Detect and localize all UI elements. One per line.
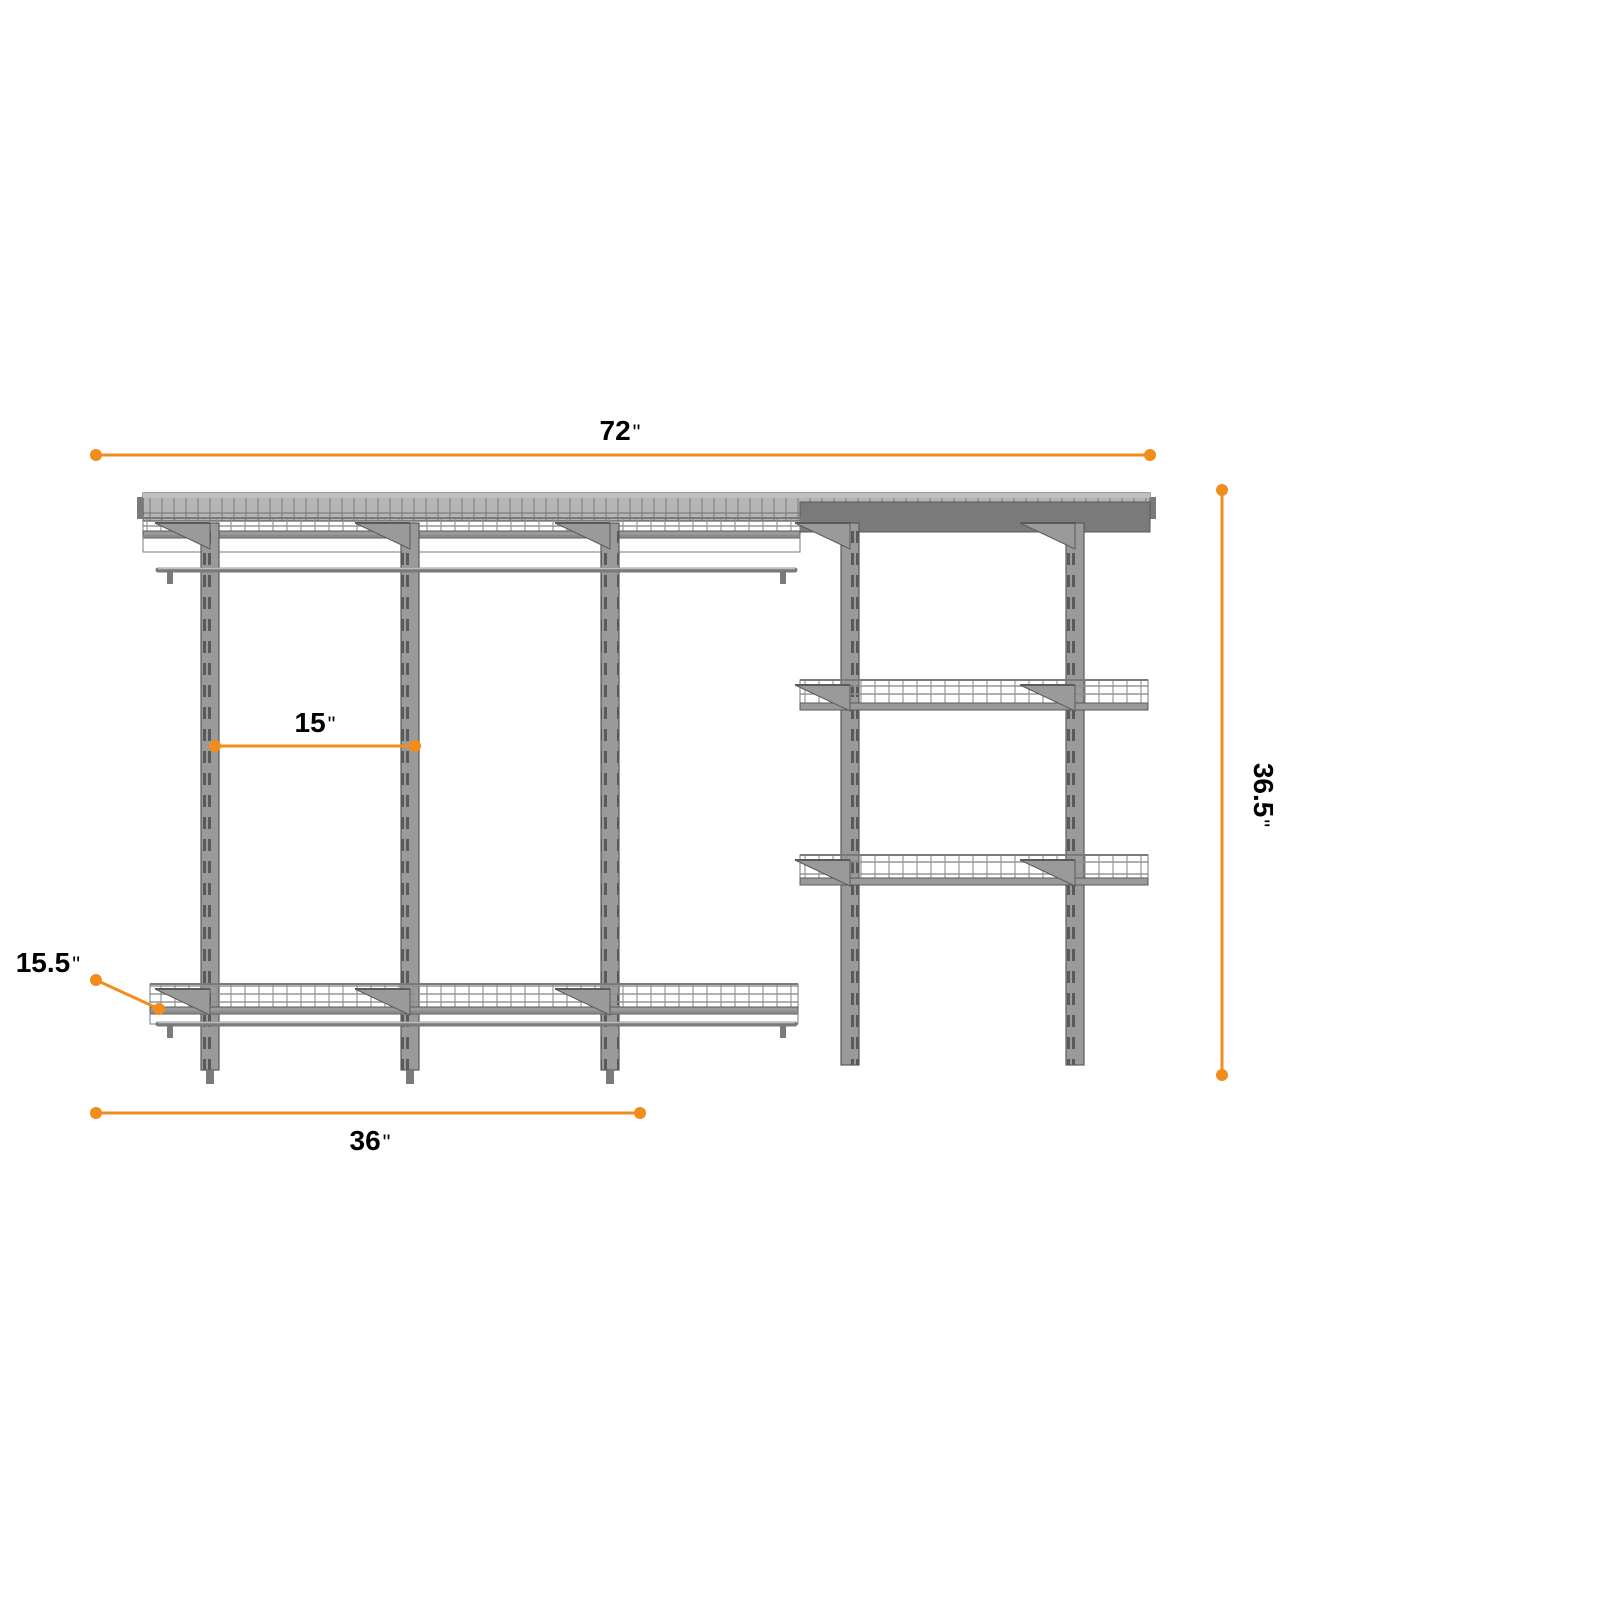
dim-bay-spacing: 15" (295, 707, 336, 738)
dim-left-section-width: 36" (350, 1125, 391, 1156)
dim-overall-width: 72" (600, 415, 641, 446)
dim-overall-height-unit: " (1249, 819, 1274, 827)
shelving-unit (137, 493, 1156, 1084)
dim-overall-height: 36.5" (1248, 763, 1279, 827)
dim-shelf-depth-unit: " (72, 952, 80, 977)
dim-overall-width-value: 72 (600, 415, 631, 446)
dim-bay-spacing-value: 15 (295, 707, 326, 738)
dim-shelf-depth: 15.5" (16, 947, 80, 978)
dim-bay-spacing-unit: " (328, 712, 336, 737)
dim-left-section-width-unit: " (383, 1130, 391, 1155)
dim-left-section-width-value: 36 (350, 1125, 381, 1156)
shelving-dimension-diagram: 72"36.5"15"36"15.5" (0, 0, 1600, 1600)
dim-overall-width-unit: " (633, 420, 641, 445)
dim-shelf-depth-value: 15.5 (16, 947, 71, 978)
dim-overall-height-value: 36.5 (1248, 763, 1279, 818)
